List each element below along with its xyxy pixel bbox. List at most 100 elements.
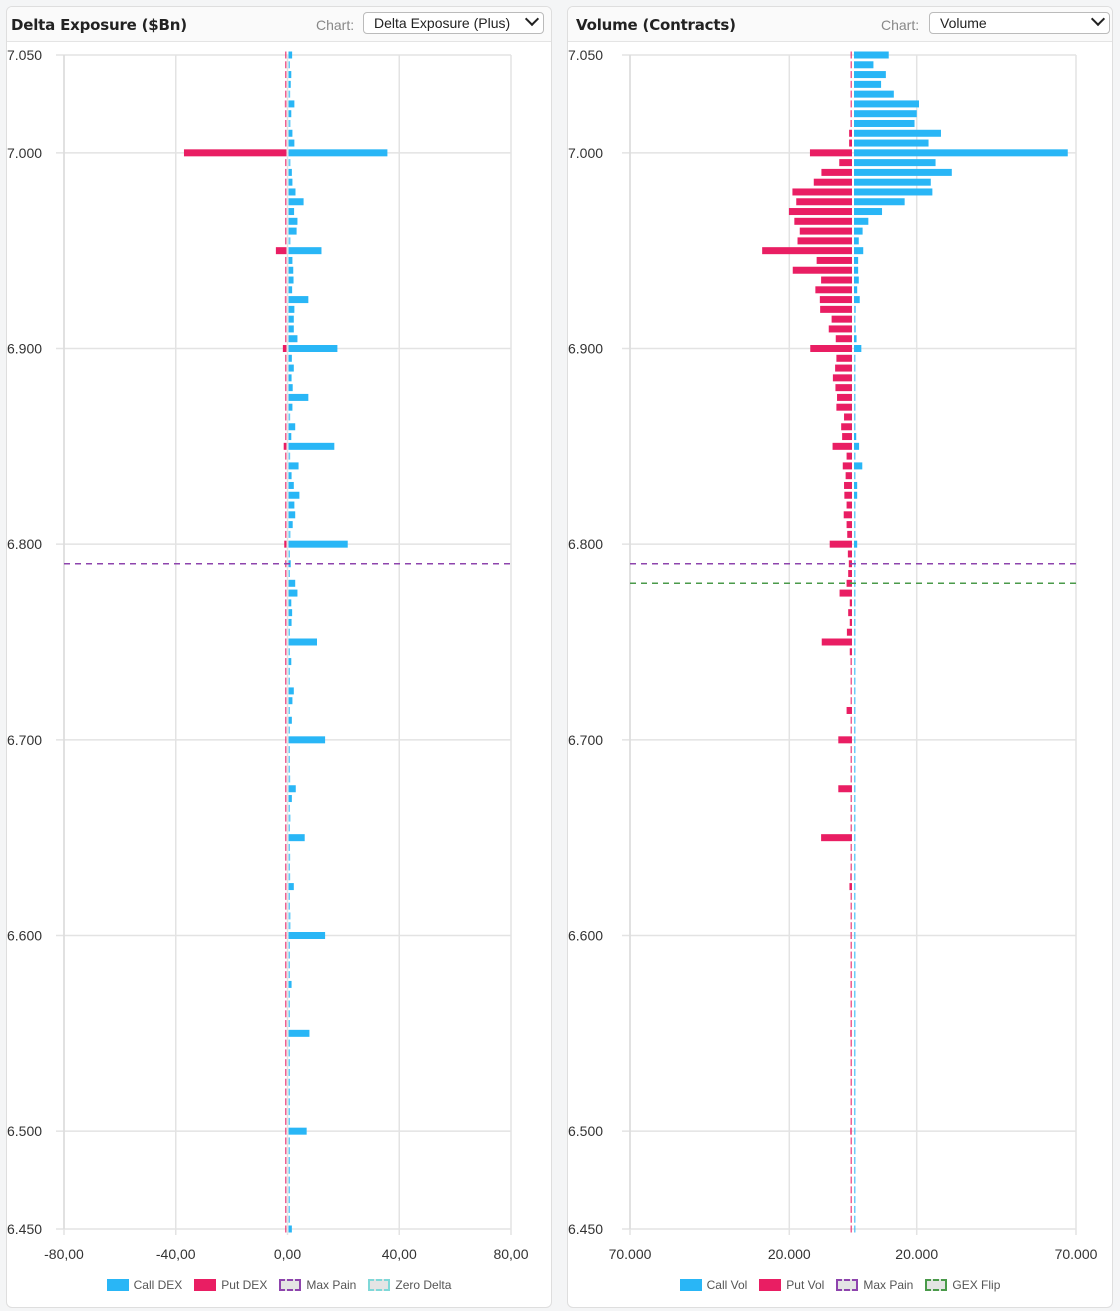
put-bar xyxy=(846,501,852,509)
call-bar xyxy=(854,1068,856,1076)
put-bar xyxy=(285,1117,287,1125)
y-tick-label: 6.800 xyxy=(7,536,42,552)
call-bar xyxy=(854,697,856,705)
put-bar xyxy=(285,521,287,529)
put-bar xyxy=(850,1029,852,1037)
put-bar xyxy=(285,188,287,196)
call-bar xyxy=(288,364,294,372)
call-bar xyxy=(854,247,864,255)
put-bar xyxy=(285,501,287,509)
y-tick-label: 6.450 xyxy=(7,1221,42,1237)
y-tick-label: 6.600 xyxy=(7,928,42,944)
call-bar xyxy=(288,589,298,597)
call-bar xyxy=(854,276,859,284)
delta-exposure-panel: Delta Exposure ($Bn) Chart: Delta Exposu… xyxy=(6,6,552,1308)
call-bar xyxy=(288,472,292,480)
chart-type-select[interactable]: Volume xyxy=(929,11,1110,34)
put-bar xyxy=(850,755,852,763)
call-bar xyxy=(288,433,292,441)
put-bar xyxy=(809,149,852,157)
put-bar xyxy=(850,1196,852,1204)
put-bar xyxy=(285,472,287,480)
legend-item[interactable]: Call DEX xyxy=(106,1278,182,1292)
call-bar xyxy=(854,178,931,186)
call-bar xyxy=(288,1029,310,1037)
put-bar xyxy=(850,1176,852,1184)
put-bar xyxy=(838,736,852,744)
call-bar xyxy=(288,374,292,382)
legend-item[interactable]: Max Pain xyxy=(836,1278,913,1292)
put-bar xyxy=(285,1157,287,1165)
call-bar xyxy=(288,932,326,939)
put-bar xyxy=(846,521,852,529)
call-bar xyxy=(854,863,856,871)
call-bar xyxy=(288,198,304,206)
call-bar xyxy=(854,149,1068,157)
call-bar xyxy=(854,100,919,108)
legend-item[interactable]: Max Pain xyxy=(279,1278,356,1292)
put-bar xyxy=(285,1166,287,1174)
put-bar xyxy=(285,843,287,851)
put-bar xyxy=(285,1108,287,1116)
put-bar xyxy=(850,1225,852,1233)
call-bar xyxy=(288,1147,290,1155)
put-bar xyxy=(850,61,852,69)
call-bar xyxy=(288,403,293,411)
put-bar xyxy=(285,570,287,578)
call-bar xyxy=(288,119,291,127)
call-bar xyxy=(288,1117,290,1125)
legend-item[interactable]: Call Vol xyxy=(679,1278,747,1292)
put-bar xyxy=(788,208,852,216)
call-bar xyxy=(288,873,291,881)
put-bar xyxy=(839,589,852,597)
chart-type-select[interactable]: Delta Exposure (Plus) xyxy=(363,11,544,34)
put-bar xyxy=(285,1225,287,1233)
call-bar xyxy=(854,51,889,59)
call-bar xyxy=(288,1088,290,1096)
put-bar xyxy=(850,687,852,695)
call-bar xyxy=(854,941,856,949)
call-bar xyxy=(854,296,860,304)
call-bar xyxy=(854,990,856,998)
legend-item[interactable]: Zero Delta xyxy=(368,1278,451,1292)
put-bar xyxy=(285,804,287,812)
call-bar xyxy=(854,706,856,714)
put-bar xyxy=(846,628,852,636)
call-bar xyxy=(854,609,856,617)
put-bar xyxy=(850,1157,852,1165)
legend-item[interactable]: Put Vol xyxy=(759,1278,824,1292)
call-bar xyxy=(854,1059,856,1067)
put-bar xyxy=(285,648,287,656)
call-bar xyxy=(854,550,856,558)
put-bar xyxy=(285,628,287,636)
put-bar xyxy=(285,110,287,118)
call-bar xyxy=(288,746,290,754)
put-bar xyxy=(285,1059,287,1067)
put-bar xyxy=(794,217,852,225)
call-bar xyxy=(288,296,309,304)
put-bar xyxy=(850,775,852,783)
legend-item[interactable]: Put DEX xyxy=(194,1278,267,1292)
call-bar xyxy=(288,824,290,832)
put-bar xyxy=(850,1049,852,1057)
put-bar xyxy=(285,315,287,323)
x-tick-label: 20.000 xyxy=(895,1246,938,1262)
call-bar xyxy=(854,746,856,754)
call-bar xyxy=(288,961,290,969)
put-bar xyxy=(836,354,852,362)
put-bar xyxy=(762,247,852,255)
call-bar xyxy=(854,374,856,382)
chart-legend: Call Vol Put Vol Max Pain GEX Flip xyxy=(568,1278,1112,1292)
put-bar xyxy=(796,198,852,206)
x-tick-label: 70.000 xyxy=(609,1246,652,1262)
put-bar xyxy=(850,912,852,920)
legend-item[interactable]: GEX Flip xyxy=(925,1278,1000,1292)
call-bar xyxy=(288,110,292,118)
put-bar xyxy=(846,706,852,714)
call-bar xyxy=(854,305,856,313)
call-bar xyxy=(288,1068,290,1076)
call-bar xyxy=(288,511,296,519)
put-bar xyxy=(850,667,852,675)
call-bar xyxy=(288,521,293,529)
put-bar xyxy=(832,442,852,450)
